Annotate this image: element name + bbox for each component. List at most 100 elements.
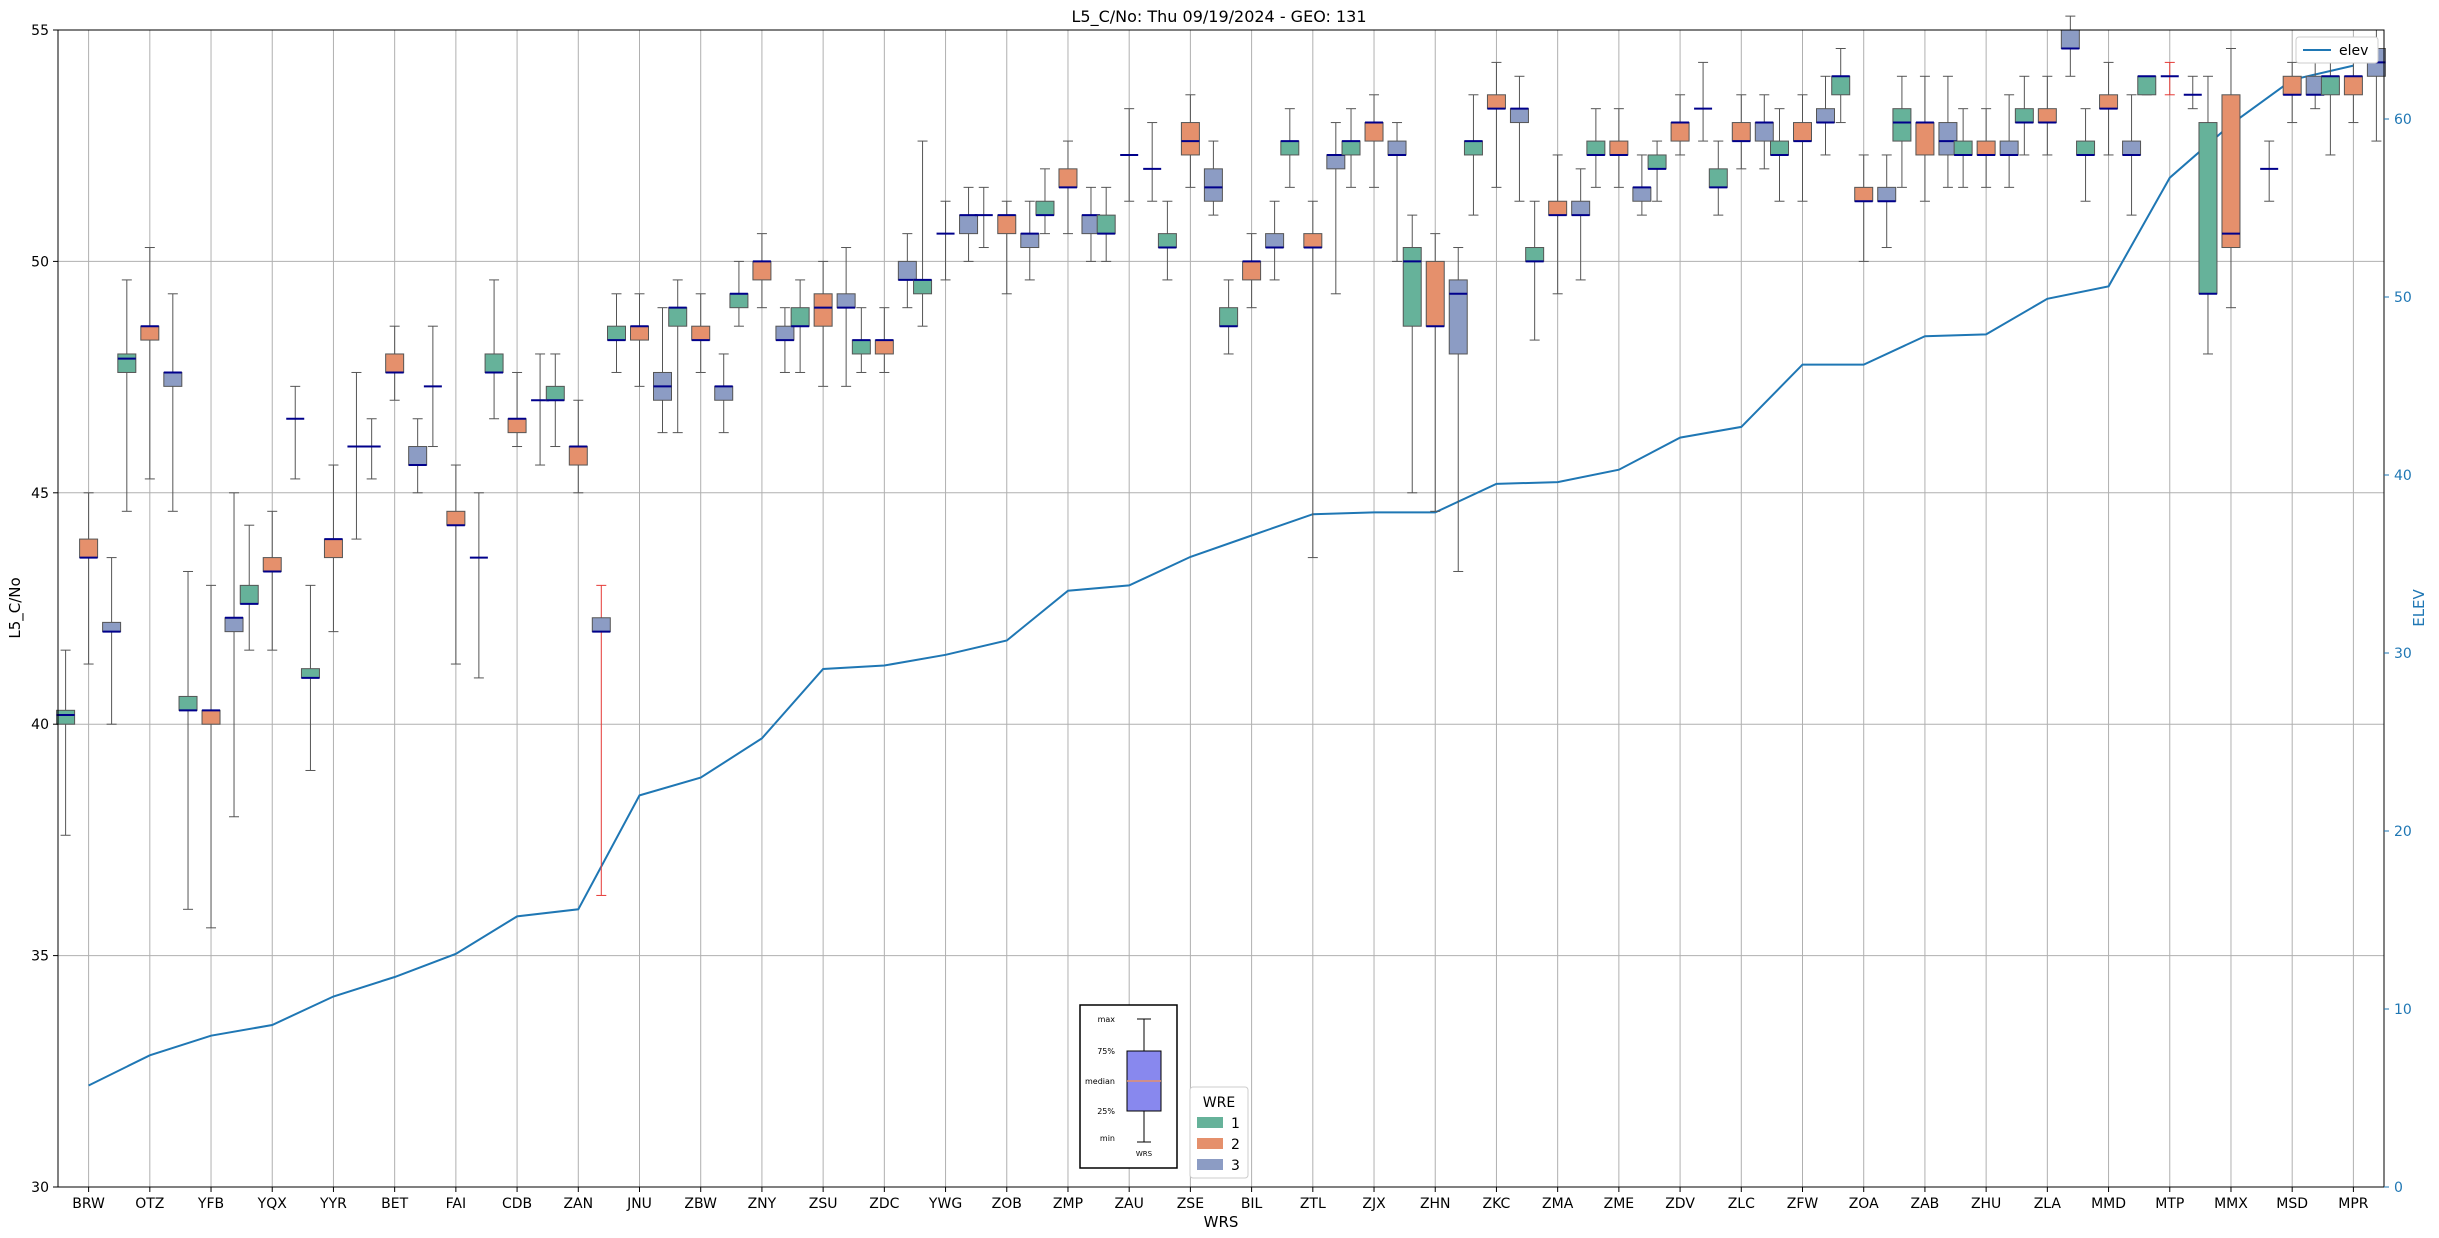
x-tick-label: ZFW (1787, 1196, 1819, 1212)
box-ZOB-wre1 (974, 186, 993, 249)
x-tick-label: ZAN (563, 1196, 593, 1212)
box-YQX-wre2 (262, 510, 282, 651)
x-tick-label: ZSE (1177, 1196, 1204, 1212)
iqr-box (484, 353, 504, 373)
box-YFB-wre2 (201, 584, 221, 929)
box-ZDC-wre2 (874, 307, 894, 373)
box-MTP-wre2 (2160, 61, 2179, 96)
iqr-box (775, 325, 795, 341)
iqr-box (2122, 140, 2142, 156)
box-ZDV-wre2 (1670, 94, 1690, 156)
wre-legend-swatch (1197, 1138, 1223, 1149)
iqr-box (1463, 140, 1483, 156)
box-YWG-wre2 (936, 200, 955, 281)
iqr-box (691, 325, 711, 341)
elev-legend-box (2295, 36, 2379, 64)
box-layer (56, 15, 2386, 929)
x-tick-label: YWG (928, 1196, 962, 1212)
box-JNU-wre1 (607, 293, 626, 373)
box-YYR-wre2 (323, 464, 343, 633)
box-YYR-wre3 (347, 371, 366, 540)
wre-legend-swatch (1197, 1159, 1223, 1170)
box-key-label: max (1098, 1015, 1116, 1024)
box-ZNY-wre2 (752, 233, 772, 309)
box-ZLC-wre1 (1708, 140, 1728, 216)
box-YQX-wre1 (239, 524, 259, 651)
iqr-box (591, 617, 611, 633)
box-ZAN-wre3 (591, 584, 611, 896)
box-ZKC-wre1 (1463, 94, 1483, 216)
x-tick-label: ZSU (809, 1196, 838, 1212)
box-ZMP-wre3 (1081, 186, 1101, 262)
box-ZFW-wre3 (1816, 75, 1835, 156)
y2-tick-label: 10 (2394, 1002, 2412, 1018)
box-ZBW-wre2 (691, 293, 711, 373)
iqr-box (1571, 200, 1591, 216)
legend-layer: elev max 75% median 25% min WRS WRE 1 2 3 (1079, 36, 2379, 1179)
iqr-box (446, 510, 466, 526)
iqr-box (607, 325, 626, 341)
iqr-box (1647, 154, 1667, 170)
x-tick-label: MSD (2276, 1196, 2308, 1212)
box-FAI-wre1 (423, 325, 442, 448)
box-ZOB-wre2 (997, 200, 1017, 295)
box-ZHU-wre3 (1999, 94, 2019, 188)
iqr-box (568, 446, 588, 466)
box-key-label: 25% (1097, 1107, 1115, 1116)
x-tick-label: ZHN (1420, 1196, 1451, 1212)
iqr-box (1938, 122, 1958, 156)
box-MMD-wre1 (2076, 108, 2096, 202)
y2-tick-label: 20 (2394, 824, 2412, 840)
iqr-box (1265, 233, 1285, 249)
box-ZFW-wre2 (1793, 94, 1812, 202)
box-YFB-wre3 (224, 492, 244, 818)
iqr-box (224, 617, 244, 633)
x-tick-label: ZOB (992, 1196, 1022, 1212)
iqr-box (408, 446, 428, 466)
iqr-box (385, 353, 405, 373)
box-CDB-wre1 (484, 279, 504, 420)
box-ZNY-wre3 (775, 307, 795, 373)
wre-legend-label: 2 (1231, 1137, 1240, 1153)
box-key-xlabel: WRS (1136, 1150, 1153, 1158)
box-ZDC-wre3 (897, 233, 917, 309)
box-ZLA-wre1 (2014, 75, 2034, 156)
box-MSD-wre1 (2260, 140, 2279, 202)
iqr-box (2037, 108, 2057, 124)
y-tick-label: 40 (31, 717, 49, 733)
wre-legend-label: 1 (1231, 1116, 1240, 1132)
box-ZHN-wre3 (1448, 247, 1468, 572)
iqr-box (1999, 140, 2019, 156)
box-YWG-wre1 (913, 140, 933, 327)
box-MSD-wre2 (2282, 61, 2302, 124)
iqr-box (1976, 140, 1996, 156)
box-MTP-wre1 (2137, 75, 2157, 96)
box-CDB-wre2 (507, 371, 527, 448)
box-MTP-wre3 (2183, 75, 2202, 110)
box-ZHU-wre2 (1976, 108, 1996, 188)
x-tick-label: MMD (2091, 1196, 2126, 1212)
iqr-box (1525, 247, 1545, 262)
iqr-box (1770, 140, 1789, 156)
box-ZSE-wre1 (1157, 200, 1177, 281)
box-ZLC-wre3 (1754, 94, 1774, 170)
box-ZAB-wre1 (1892, 75, 1912, 188)
chart-title: L5_C/No: Thu 09/19/2024 - GEO: 131 (1071, 7, 1366, 27)
box-JNU-wre2 (630, 293, 649, 387)
y-tick-label: 45 (31, 486, 49, 502)
box-BRW-wre1 (56, 649, 76, 836)
iqr-box (1793, 122, 1812, 142)
x-tick-label: ZME (1604, 1196, 1635, 1212)
box-ZJX-wre2 (1364, 94, 1384, 188)
x-tick-label: ZLA (2034, 1196, 2062, 1212)
iqr-box (1242, 260, 1262, 281)
box-ZAB-wre2 (1915, 75, 1935, 202)
y2-tick-label: 0 (2394, 1180, 2403, 1196)
box-JNU-wre3 (653, 307, 672, 434)
elev-legend-label: elev (2339, 43, 2368, 59)
box-BIL-wre3 (1265, 200, 1285, 281)
wre-legend-title: WRE (1203, 1095, 1235, 1111)
iqr-box (1280, 140, 1300, 156)
x-tick-label: ZNY (748, 1196, 777, 1212)
box-ZDC-wre1 (851, 307, 871, 373)
